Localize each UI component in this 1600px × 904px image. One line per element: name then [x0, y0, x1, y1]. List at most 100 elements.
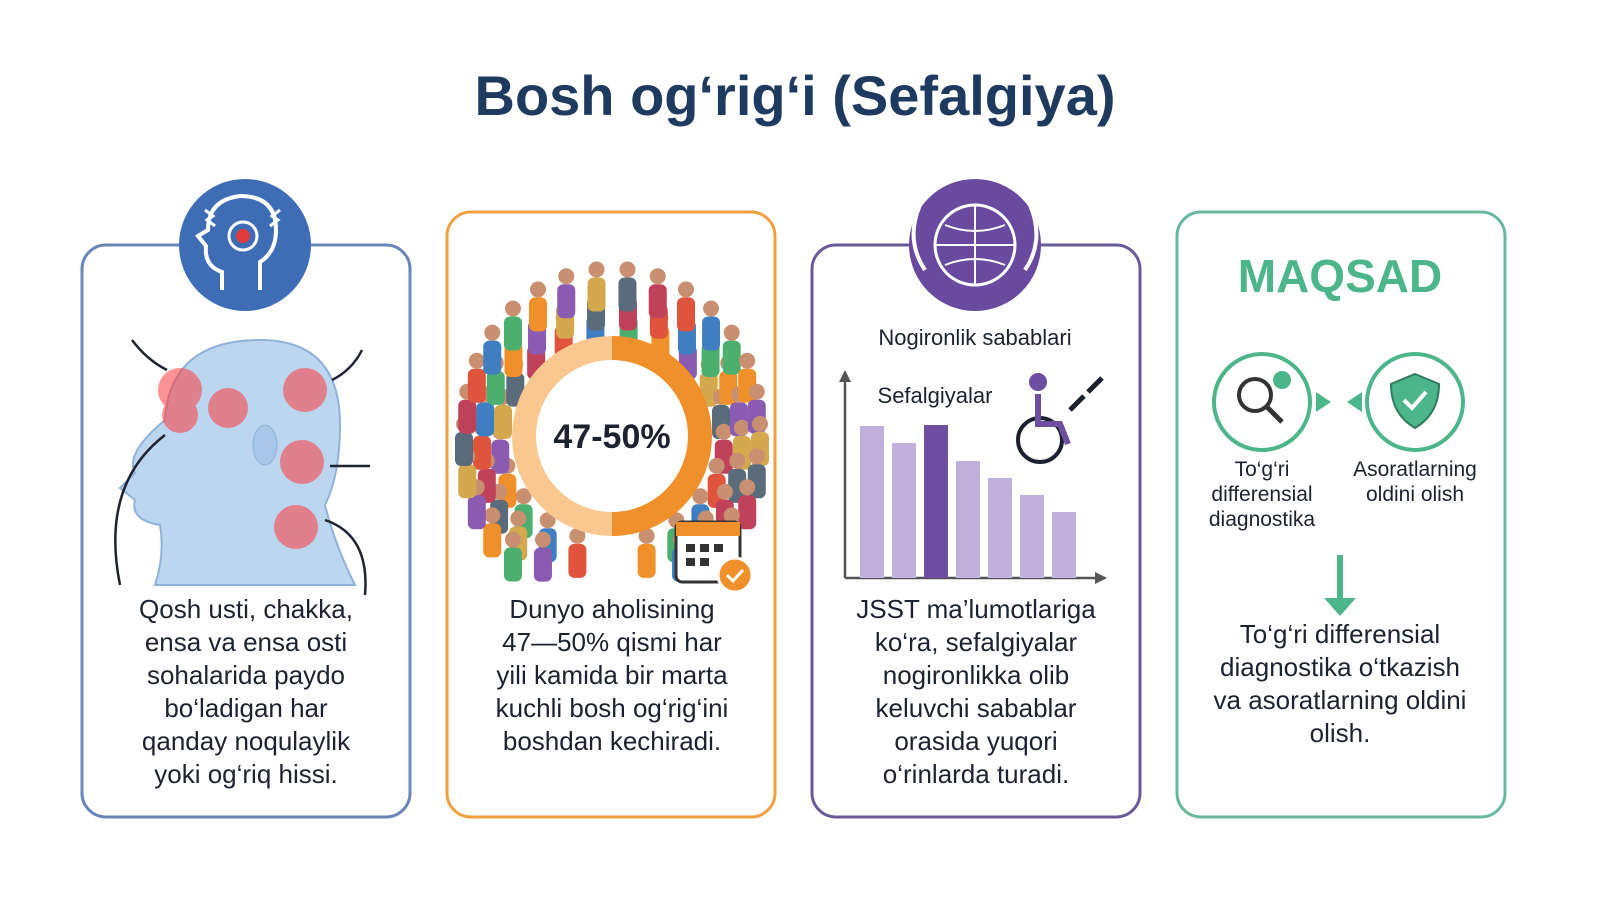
panel-symptoms — [80, 179, 412, 819]
person — [529, 297, 547, 332]
person-head — [752, 416, 768, 432]
description: Qosh usti, chakka, — [139, 594, 353, 624]
person-head — [739, 352, 756, 369]
person-head — [715, 423, 732, 440]
description: kuchli bosh og‘rig‘ini — [496, 693, 729, 723]
person-head — [703, 300, 720, 317]
person — [491, 439, 510, 474]
person-head — [748, 383, 765, 400]
person-head — [588, 261, 605, 278]
person-head — [619, 261, 636, 278]
person-head — [504, 300, 521, 317]
description: 47—50% qismi har — [502, 627, 722, 657]
person-head — [716, 483, 733, 500]
person — [568, 543, 587, 578]
person — [722, 340, 741, 375]
goal-item: diagnostika — [1209, 508, 1316, 531]
chart-title: Nogironlik sabablari — [878, 325, 1071, 350]
highlight-label: Sefalgiyalar — [878, 383, 993, 408]
person — [503, 547, 522, 582]
person-head — [723, 324, 740, 341]
person-head — [534, 531, 551, 548]
panel-prevalence: 47-50% — [445, 210, 777, 819]
goal-item: oldini olish — [1366, 483, 1464, 506]
person — [473, 435, 492, 470]
person-head — [748, 448, 765, 465]
person — [493, 405, 512, 440]
person — [637, 543, 656, 578]
person-head — [692, 488, 709, 505]
person — [504, 342, 523, 377]
description: nogironlikka olib — [883, 660, 1069, 690]
person — [486, 370, 505, 405]
person-head — [638, 527, 655, 544]
person-head — [569, 527, 586, 544]
person-head — [468, 352, 485, 369]
person-head — [739, 479, 756, 496]
person — [702, 316, 721, 351]
description: diagnostika o‘tkazish — [1220, 652, 1460, 682]
description: Dunyo aholisining — [509, 594, 714, 624]
panel-goal: MAQSAD — [1175, 210, 1507, 819]
person-head — [515, 488, 532, 505]
description: o‘rinlarda turadi. — [883, 759, 1069, 789]
person — [476, 402, 495, 437]
person — [467, 495, 486, 530]
person — [483, 340, 502, 375]
person — [618, 277, 637, 312]
description: boshdan kechiradi. — [503, 726, 721, 756]
description: yili kamida bir marta — [496, 660, 728, 690]
description: sohalarida paydo — [147, 660, 345, 690]
person-head — [723, 507, 740, 524]
goal-item: To‘g‘ri — [1235, 458, 1290, 481]
person — [533, 547, 552, 582]
person — [503, 316, 522, 351]
goal-heading: MAQSAD — [1238, 250, 1442, 302]
person-head — [558, 268, 575, 285]
description: ensa va ensa osti — [145, 627, 347, 657]
person-head — [510, 510, 527, 527]
person — [557, 284, 576, 319]
person-head — [484, 324, 501, 341]
person-head — [678, 281, 694, 298]
description: orasida yuqori — [894, 726, 1057, 756]
person — [707, 473, 726, 508]
goal-item: differensial — [1211, 483, 1312, 506]
description: va asoratlarning oldini — [1214, 685, 1467, 715]
person-head — [708, 457, 725, 474]
person-head — [504, 531, 521, 548]
person-head — [539, 512, 556, 529]
person — [458, 399, 477, 434]
description: keluvchi sabablar — [876, 693, 1077, 723]
person — [467, 368, 486, 403]
description: ko‘ra, sefalgiyalar — [875, 627, 1078, 657]
person — [477, 468, 496, 503]
person — [458, 464, 477, 499]
person — [728, 468, 747, 503]
title: Bosh og‘rig‘i (Sefalgiya) — [475, 64, 1116, 127]
panel-disability: Nogironlik sabablari Sefalgiyalar — [810, 179, 1142, 819]
description: JSST ma’lumotlariga — [856, 594, 1096, 624]
person — [648, 284, 667, 319]
description: qanday noqulaylik — [142, 726, 351, 756]
person — [677, 297, 695, 332]
person-head — [484, 507, 501, 524]
stat: 47-50% — [553, 418, 670, 456]
person — [738, 495, 757, 530]
person — [483, 523, 502, 558]
person-head — [729, 452, 746, 469]
description: olish. — [1310, 718, 1371, 748]
goal-item: Asoratlarning — [1353, 458, 1477, 481]
person — [498, 473, 517, 508]
person — [587, 277, 606, 312]
description: yoki og‘riq hissi. — [154, 759, 338, 789]
person-head — [530, 281, 546, 298]
person-head — [733, 419, 750, 436]
person-head — [649, 268, 666, 285]
description: To‘g‘ri differensial — [1240, 619, 1440, 649]
person — [455, 432, 473, 466]
person — [701, 342, 720, 377]
description: bo‘ladigan har — [164, 693, 328, 723]
